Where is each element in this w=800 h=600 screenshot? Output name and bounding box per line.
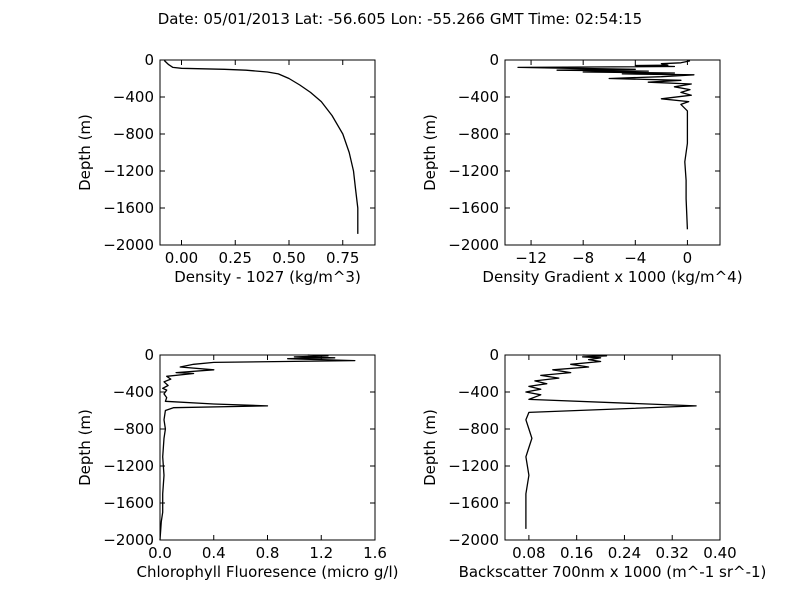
density-gradient-xtick-label: −12 bbox=[515, 249, 547, 267]
backscatter-profile-line bbox=[525, 354, 697, 529]
density-gradient-axes-frame bbox=[504, 59, 721, 246]
chlorophyll-xlabel: Chlorophyll Fluoresence (micro g/l) bbox=[137, 563, 399, 581]
density-gradient-profile-line bbox=[517, 60, 695, 230]
density-axes-frame bbox=[159, 59, 376, 246]
panel-density: 0.00 0.25 0.50 0.75 0 −400 −800 −1200 −1600 −2000… bbox=[76, 51, 376, 286]
backscatter-xtick-label: 0.32 bbox=[656, 544, 689, 562]
chlorophyll-ytick-label: −800 bbox=[113, 420, 154, 438]
density-gradient-ytick-label: −1600 bbox=[448, 199, 499, 217]
backscatter-ytick-label: −400 bbox=[458, 383, 499, 401]
panel-backscatter: 0.08 0.16 0.24 0.32 0.40 0 −400 −800 −1200 −1600 −… bbox=[421, 346, 766, 581]
backscatter-ytick-label: 0 bbox=[489, 346, 499, 364]
figure-title: Date: 05/01/2013 Lat: -56.605 Lon: -55.2… bbox=[158, 10, 642, 28]
density-gradient-ytick-label: 0 bbox=[489, 51, 499, 69]
density-gradient-xtick-label: −4 bbox=[624, 249, 646, 267]
density-profile-line bbox=[163, 60, 359, 234]
density-gradient-ytick-label: −800 bbox=[458, 125, 499, 143]
chlorophyll-xtick-label: 0.8 bbox=[256, 544, 280, 562]
panel-density-gradient: −12 −8 −4 00−400−800−1200−1600−2000Density … bbox=[421, 51, 743, 286]
density-xtick-label: 0.50 bbox=[272, 249, 305, 267]
chlorophyll-xtick-label: 0.4 bbox=[202, 544, 226, 562]
chlorophyll-ytick-label: −2000 bbox=[103, 531, 154, 549]
chlorophyll-ytick-label: −1600 bbox=[103, 494, 154, 512]
backscatter-xtick-label: 0.40 bbox=[703, 544, 736, 562]
density-gradient-xlabel: Density Gradient x 1000 (kg/m^4) bbox=[482, 268, 742, 286]
backscatter-axes-frame bbox=[504, 354, 721, 541]
density-ytick-label: −1200 bbox=[103, 162, 154, 180]
density-gradient-ytick-label: −400 bbox=[458, 88, 499, 106]
density-xtick-label: 0.00 bbox=[165, 249, 198, 267]
chlorophyll-axes-frame bbox=[159, 354, 376, 541]
backscatter-ytick-label: −2000 bbox=[448, 531, 499, 549]
density-ylabel: Depth (m) bbox=[76, 114, 94, 191]
panel-chlorophyll: 0.0 0.4 0.8 1.2 1.6 0 −400 −800 −1200 −1600 −2000 C… bbox=[76, 346, 398, 581]
chlorophyll-ylabel: Depth (m) bbox=[76, 409, 94, 486]
density-xtick-label: 0.75 bbox=[326, 249, 359, 267]
density-ytick-label: −2000 bbox=[103, 236, 154, 254]
chlorophyll-xtick-label: 1.6 bbox=[363, 544, 387, 562]
backscatter-xtick-label: 0.16 bbox=[560, 544, 593, 562]
chlorophyll-profile-line bbox=[159, 354, 356, 541]
backscatter-ytick-label: −800 bbox=[458, 420, 499, 438]
backscatter-xtick-label: 0.24 bbox=[608, 544, 641, 562]
backscatter-ylabel: Depth (m) bbox=[421, 409, 439, 486]
chlorophyll-xtick-label: 1.2 bbox=[309, 544, 333, 562]
density-gradient-ylabel: Depth (m) bbox=[421, 114, 439, 191]
density-gradient-xtick-label: −8 bbox=[572, 249, 594, 267]
panels: 0.00 0.25 0.50 0.750−400−800−1200−1600−2000… bbox=[76, 51, 766, 581]
density-ytick-label: −800 bbox=[113, 125, 154, 143]
backscatter-xlabel: Backscatter 700nm x 1000 (m^-1 sr^-1) bbox=[459, 563, 767, 581]
chlorophyll-ytick-label: −1200 bbox=[103, 457, 154, 475]
chlorophyll-ytick-label: 0 bbox=[144, 346, 154, 364]
backscatter-ytick-label: −1200 bbox=[448, 457, 499, 475]
density-gradient-ytick-label: −1200 bbox=[448, 162, 499, 180]
chlorophyll-xtick-label: 0.0 bbox=[148, 544, 172, 562]
density-ytick-label: −1600 bbox=[103, 199, 154, 217]
density-xlabel: Density - 1027 (kg/m^3) bbox=[174, 268, 361, 286]
density-ytick-label: 0 bbox=[144, 51, 154, 69]
density-xtick-label: 0.25 bbox=[219, 249, 252, 267]
density-gradient-ytick-label: −2000 bbox=[448, 236, 499, 254]
backscatter-ytick-label: −1600 bbox=[448, 494, 499, 512]
chlorophyll-ytick-label: −400 bbox=[113, 383, 154, 401]
density-gradient-xtick-label: 0 bbox=[683, 249, 693, 267]
backscatter-xtick-label: 0.08 bbox=[512, 544, 545, 562]
density-ytick-label: −400 bbox=[113, 88, 154, 106]
